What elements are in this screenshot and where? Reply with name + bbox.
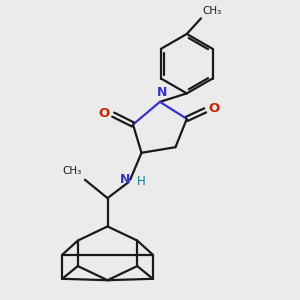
Text: N: N xyxy=(120,173,130,186)
Text: O: O xyxy=(99,107,110,120)
Text: CH₃: CH₃ xyxy=(202,6,222,16)
Text: H: H xyxy=(136,175,145,188)
Text: CH₃: CH₃ xyxy=(62,166,82,176)
Text: O: O xyxy=(208,103,220,116)
Text: N: N xyxy=(157,86,167,99)
